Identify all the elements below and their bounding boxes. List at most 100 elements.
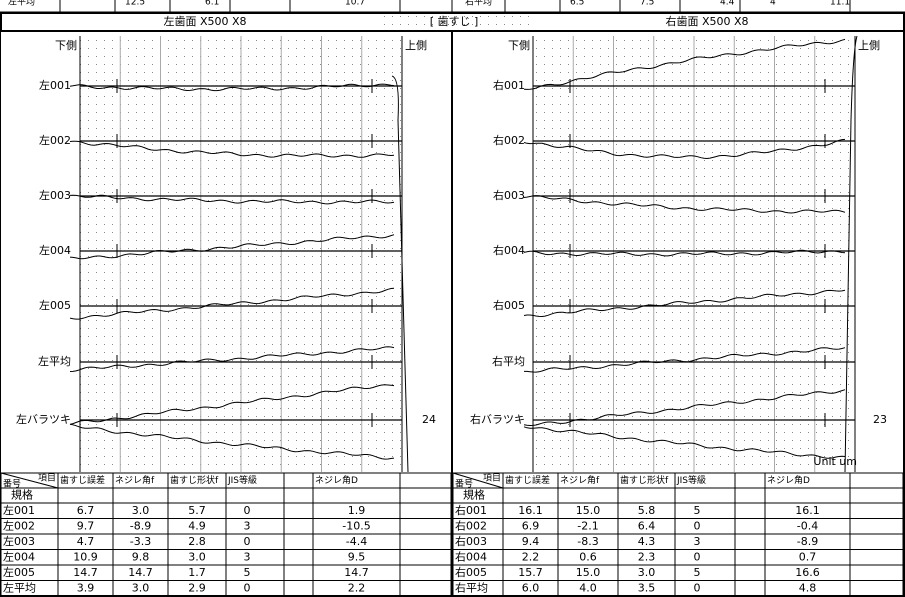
row-id: 左003 (3, 535, 35, 548)
trace (69, 287, 395, 320)
upper-label: 上側 (858, 39, 880, 52)
column-header: 歯すじ形状f (620, 474, 669, 486)
top-cell: 4 (770, 0, 776, 8)
cell: 9.8 (132, 550, 150, 563)
row-label: 右001 (493, 78, 525, 92)
cell: 4.3 (638, 535, 656, 548)
cell: 3.0 (132, 581, 150, 594)
cell: 15.7 (518, 566, 543, 579)
cell: 6.4 (638, 519, 656, 532)
cell: 15.0 (576, 504, 601, 517)
cell: 3.5 (638, 581, 656, 594)
column-header: 歯すじ誤差 (505, 474, 550, 486)
row-id: 右003 (455, 534, 487, 548)
cell: 0.7 (799, 550, 817, 563)
row-id: 左001 (3, 504, 35, 517)
corner-label: 項目 (38, 473, 56, 484)
cell: 14.7 (344, 566, 369, 579)
cell: -3.3 (130, 535, 151, 548)
trace (523, 289, 846, 318)
cell: 3 (694, 535, 701, 548)
cell: 4.8 (799, 581, 817, 594)
row-label: 右平均 (492, 354, 525, 368)
header-mode (378, 14, 530, 30)
row-id: 右002 (455, 518, 487, 532)
column-header: ネジレ角f (115, 474, 155, 486)
cell: 5.7 (188, 504, 206, 517)
column-header: JIS等級 (227, 474, 257, 486)
row-id: 左平均 (3, 581, 36, 594)
row-label: 右004 (493, 243, 525, 257)
trace (69, 423, 395, 460)
corner-sub-label: 番号 (455, 478, 473, 490)
cell: -8.3 (577, 535, 598, 548)
top-cell: 11.1 (830, 0, 850, 8)
cell: 16.6 (795, 566, 820, 579)
cell: -2.1 (577, 519, 598, 532)
column-header: ネジレ角D (315, 474, 358, 486)
end-rise (844, 35, 858, 473)
top-cell: 6.1 (205, 0, 219, 8)
cell: -8.9 (797, 535, 818, 548)
spec-label: 規格 (463, 488, 485, 502)
cell: 3.0 (638, 566, 656, 579)
column-header: ネジレ角f (560, 474, 600, 486)
cell: 3.0 (188, 550, 206, 563)
trace (69, 346, 395, 372)
row-id: 左004 (3, 550, 35, 563)
row-id: 右001 (455, 503, 487, 517)
cell: 14.7 (73, 566, 98, 579)
cell: -8.9 (130, 519, 151, 532)
row-label: 右002 (493, 133, 525, 147)
spec-label: 規格 (11, 488, 33, 502)
row-label: 左平均 (38, 355, 71, 368)
cell: 6.7 (77, 504, 95, 517)
row-label: 左003 (39, 189, 71, 202)
trace (524, 347, 846, 373)
header-left: 左歯面 X500 X8 (163, 15, 246, 28)
cell: 2.8 (188, 535, 206, 548)
cell: 16.1 (518, 504, 543, 517)
cell: -4.4 (346, 535, 367, 548)
row-label: 左001 (39, 79, 71, 92)
lower-label: 下側 (55, 39, 77, 52)
trace (523, 426, 846, 459)
count-label: 23 (873, 413, 887, 426)
cell: 2.2 (522, 550, 540, 563)
trace (523, 138, 846, 160)
upper-label: 上側 (405, 39, 427, 52)
cell: 0 (694, 581, 701, 594)
cell: 6.0 (522, 581, 540, 594)
cell: 2.3 (638, 550, 656, 563)
row-label: 左バラツキ (16, 413, 71, 426)
cell: 5.8 (638, 504, 656, 517)
cell: 3 (244, 550, 251, 563)
row-label: 左005 (39, 299, 71, 312)
trace (69, 140, 395, 158)
row-id: 左002 (3, 519, 35, 532)
cell: 5 (244, 566, 251, 579)
end-drop (391, 75, 409, 473)
cell: 15.0 (576, 566, 601, 579)
cell: -10.5 (342, 519, 370, 532)
cell: 14.7 (128, 566, 153, 579)
cell: 0 (244, 581, 251, 594)
trace (69, 83, 395, 92)
count-label: 24 (422, 413, 436, 426)
top-cell: 12.5 (125, 0, 145, 8)
cell: 6.9 (522, 519, 540, 532)
cell: -0.4 (797, 519, 818, 532)
cell: 0.6 (579, 550, 597, 563)
cell: 1.9 (348, 504, 366, 517)
column-header: JIS等級 (676, 474, 706, 486)
cell: 2.2 (348, 581, 366, 594)
cell: 0 (244, 504, 251, 517)
top-cell: 10.7 (345, 0, 365, 8)
top-cell: 左平均 (8, 0, 35, 8)
row-label: 左002 (39, 134, 71, 147)
cell: 4.9 (188, 519, 206, 532)
cell: 4.0 (579, 581, 597, 594)
trace (523, 389, 846, 427)
rule (452, 472, 504, 489)
cell: 2.9 (188, 581, 206, 594)
